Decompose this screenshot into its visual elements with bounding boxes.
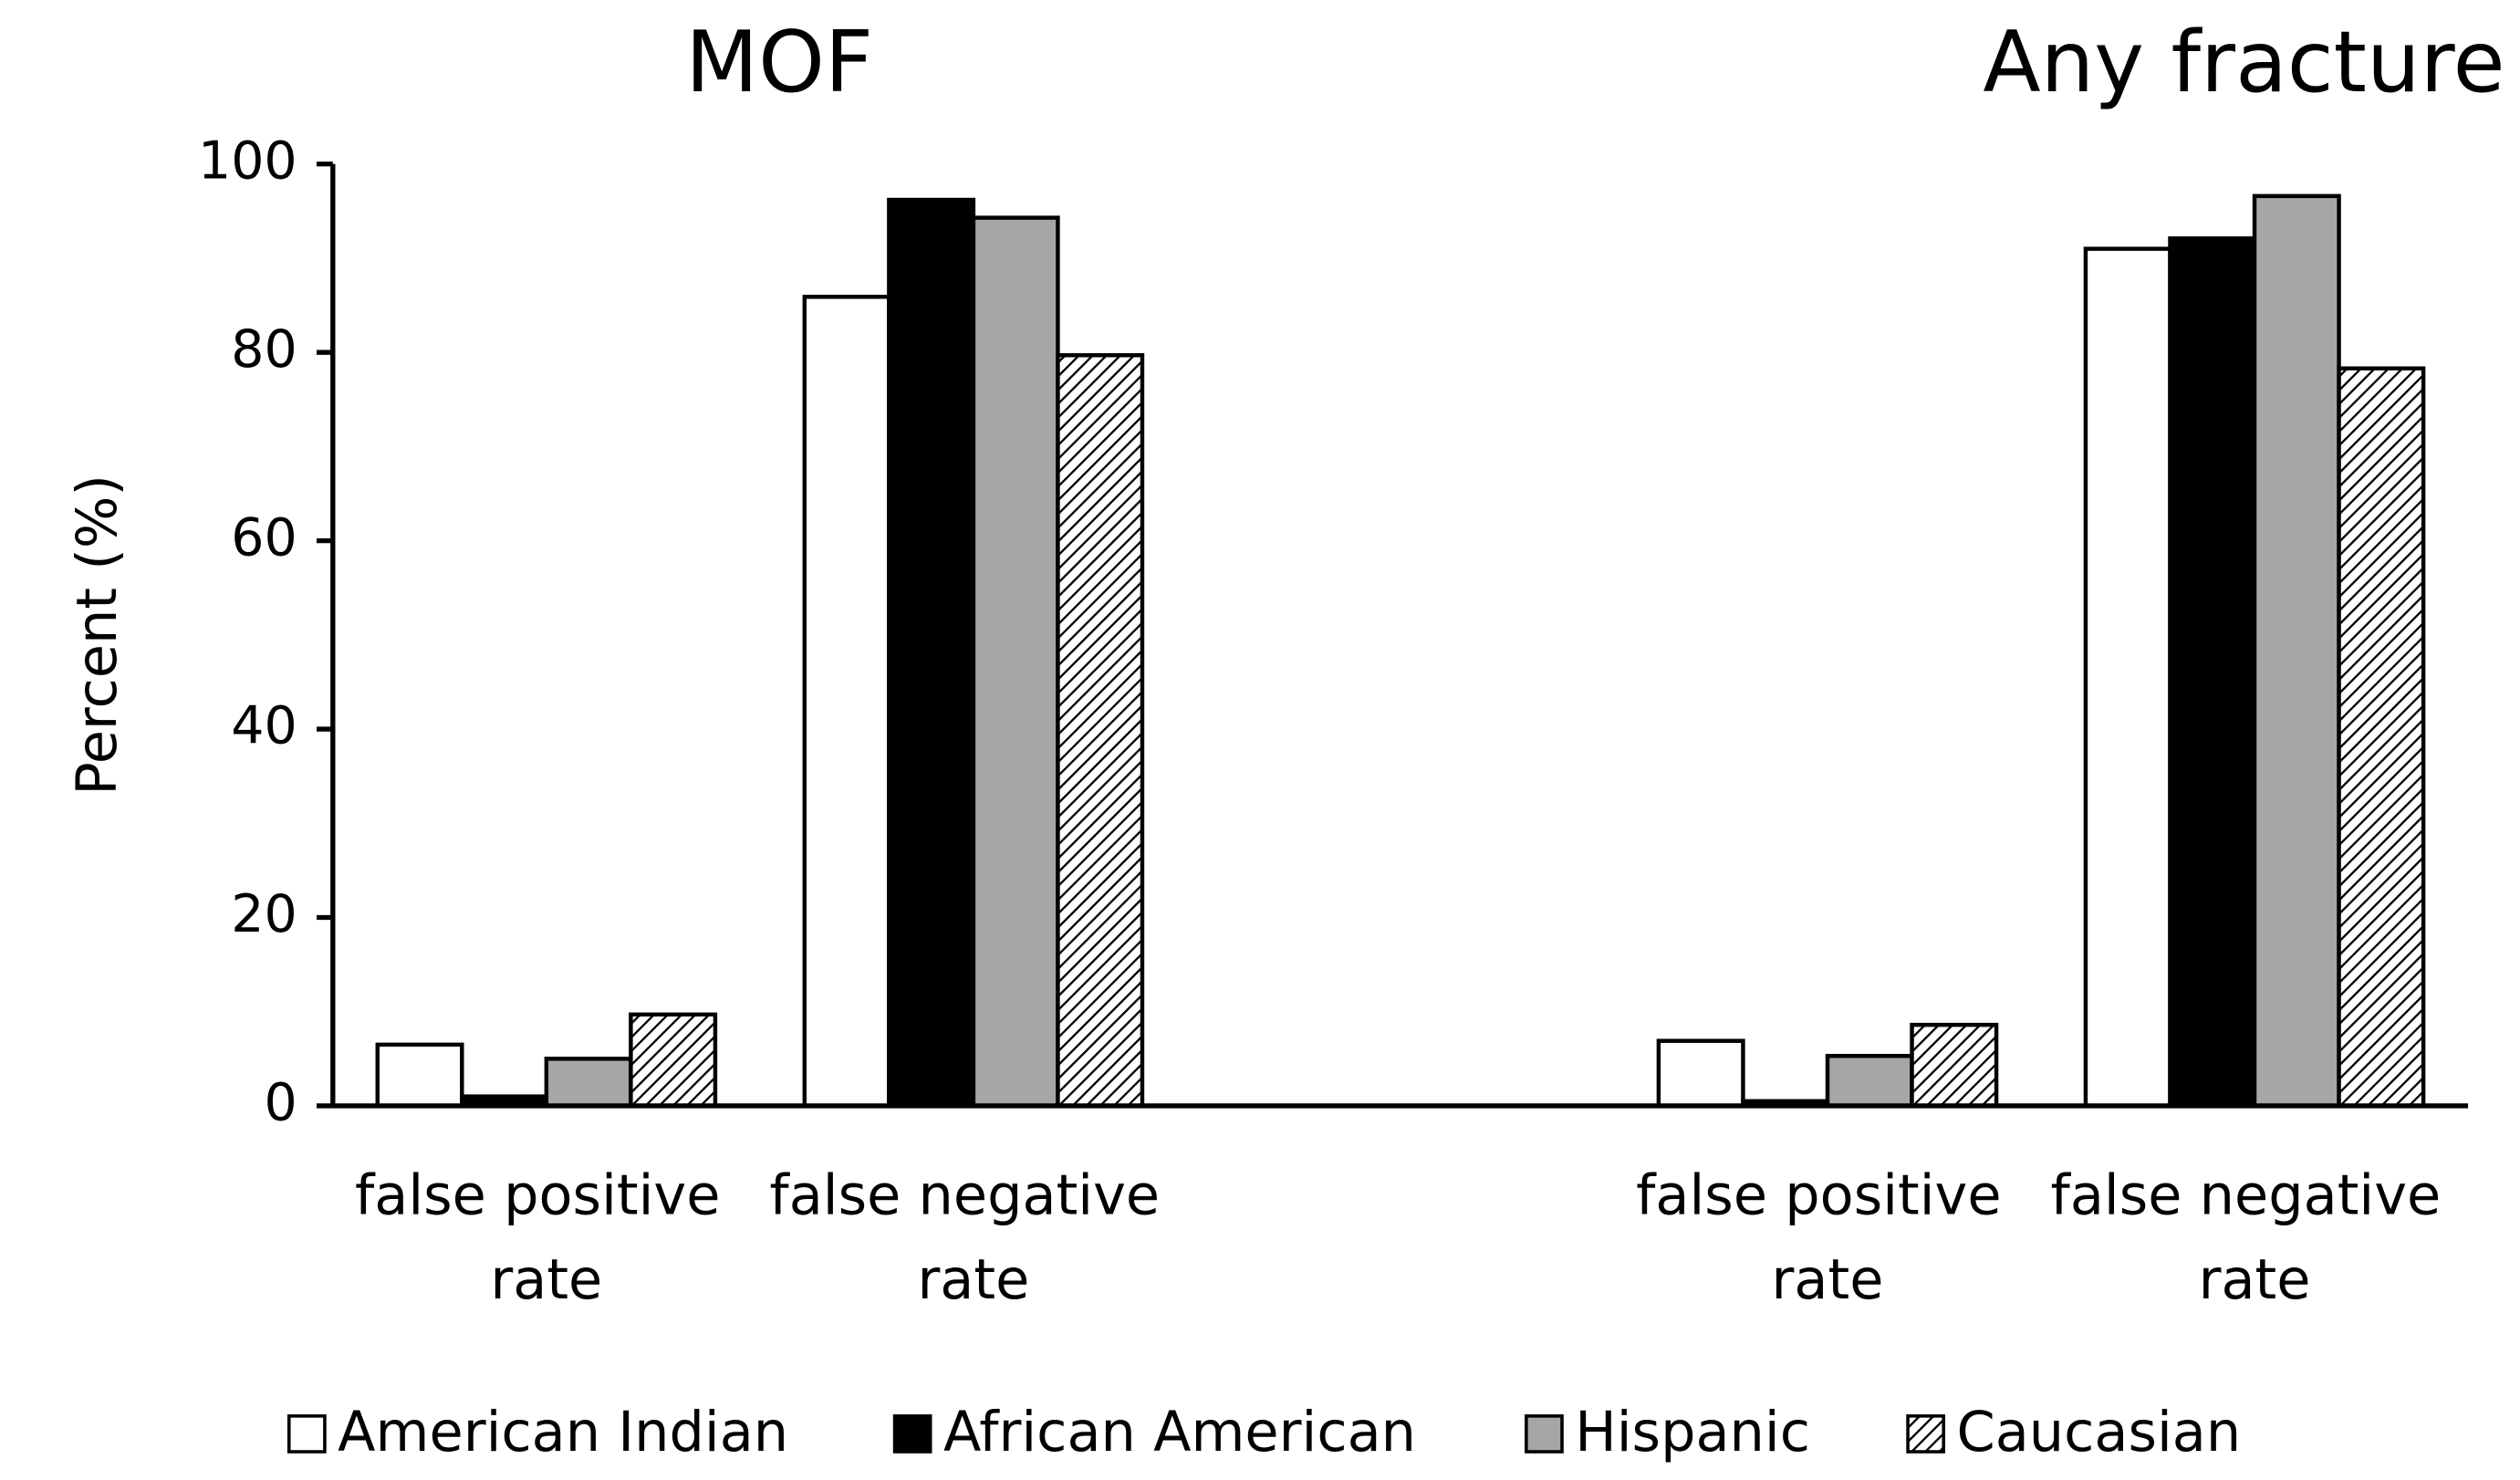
y-tick-label: 20 <box>231 884 297 944</box>
x-tick-label: false positive rate <box>1636 1163 2019 1312</box>
legend-label: American Indian <box>338 1401 788 1464</box>
bar <box>2337 366 2426 1109</box>
bar <box>544 1057 633 1109</box>
legend-label: Hispanic <box>1575 1401 1810 1464</box>
bar <box>1656 1038 1745 1109</box>
y-tick-label: 0 <box>264 1073 297 1133</box>
legend-label: Caucasian <box>1956 1401 2241 1464</box>
legend-swatch <box>1525 1414 1564 1454</box>
bar <box>1825 1054 1914 1109</box>
bar <box>629 1012 718 1109</box>
y-tick-label: 40 <box>231 696 297 756</box>
bar <box>2252 193 2341 1109</box>
bar <box>375 1042 464 1109</box>
bar <box>2168 236 2257 1109</box>
bar <box>1910 1022 1999 1109</box>
bar <box>971 215 1060 1109</box>
y-tick-label: 80 <box>231 319 297 380</box>
legend-label: African American <box>943 1401 1416 1464</box>
bar <box>802 295 891 1109</box>
panel-title: Any fracture <box>1983 13 2504 111</box>
bar <box>887 197 976 1109</box>
panel-title: MOF <box>685 13 873 111</box>
legend-swatch <box>892 1414 932 1454</box>
bar <box>2083 246 2172 1109</box>
legend-swatch <box>286 1414 327 1454</box>
x-tick-label: false positive rate <box>355 1163 738 1312</box>
y-axis-label: Percent (%) <box>66 474 130 796</box>
legend-swatch <box>1906 1414 1946 1454</box>
bar <box>1056 353 1145 1109</box>
x-tick-label: false negative rate <box>769 1163 1177 1312</box>
y-tick-label: 100 <box>198 130 297 191</box>
x-tick-label: false negative rate <box>2051 1163 2459 1312</box>
y-tick-label: 60 <box>231 507 297 568</box>
